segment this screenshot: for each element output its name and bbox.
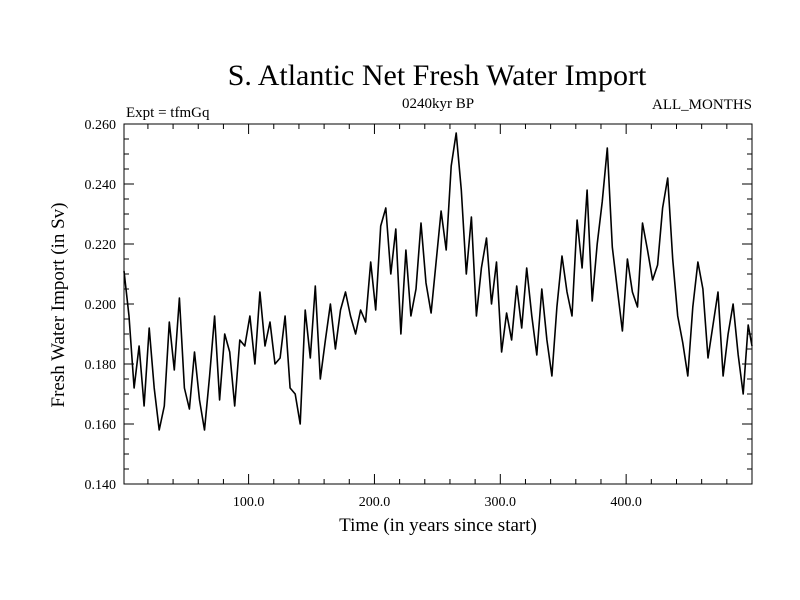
x-tick-label: 300.0 [485, 495, 517, 510]
plot-frame [123, 123, 753, 485]
y-tick-label: 0.160 [85, 418, 117, 433]
period-label: 0240kyr BP [402, 96, 474, 112]
y-tick-label: 0.240 [85, 178, 117, 193]
x-tick-label: 400.0 [610, 495, 642, 510]
axis-ticks: 0.140 0.160 0.180 0.200 0.220 0.240 0.260 100.0… [85, 118, 752, 510]
series-line-0 [123, 132, 753, 431]
y-tick-label: 0.260 [85, 118, 117, 133]
x-tick-label: 100.0 [233, 495, 265, 510]
data-lines [123, 132, 753, 431]
x-axis-label: Time (in years since start) [339, 515, 537, 536]
y-tick-label: 0.200 [85, 298, 117, 313]
y-tick-label: 0.220 [85, 238, 117, 253]
y-tick-label: 0.180 [85, 358, 117, 373]
chart-title: S. Atlantic Net Fresh Water Import [228, 59, 647, 92]
months-label: ALL_MONTHS [652, 97, 752, 113]
y-tick-label: 0.140 [85, 478, 117, 493]
y-axis-label: Fresh Water Import (in Sv) [48, 203, 69, 408]
x-tick-label: 200.0 [359, 495, 391, 510]
experiment-label: Expt = tfmGq [126, 105, 210, 121]
